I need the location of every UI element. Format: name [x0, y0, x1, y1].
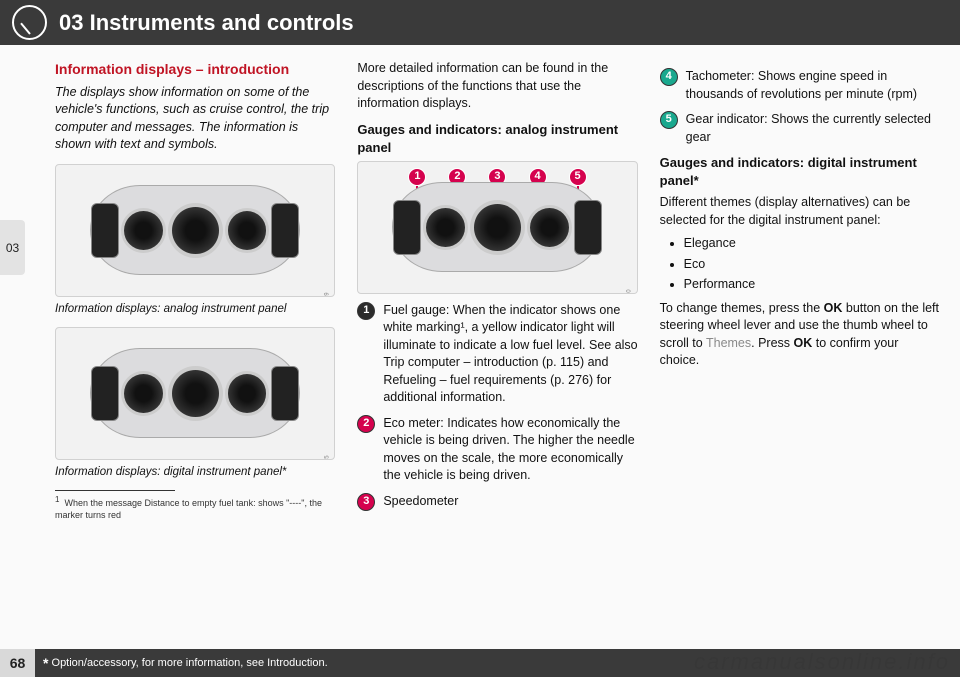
column-1: Information displays – introduction The …: [55, 60, 335, 637]
footnote-text: When the message Distance to empty fuel …: [55, 498, 322, 521]
image-code: G048005: [323, 456, 331, 460]
item-number-2: 2: [357, 415, 375, 433]
item-4: 4 Tachometer: Shows engine speed in thou…: [660, 68, 940, 103]
figure-digital-panel: G048005: [55, 327, 335, 460]
page-header: 03 Instruments and controls: [0, 0, 960, 45]
theme-list: Elegance Eco Performance: [660, 235, 940, 294]
watermark: carmanualsonline.info: [694, 649, 950, 675]
image-code: G047879: [323, 293, 331, 297]
image-code: G047880: [625, 290, 633, 294]
item-text-1: Fuel gauge: When the indicator shows one…: [383, 302, 637, 407]
item-number-4: 4: [660, 68, 678, 86]
column-2: More detailed information can be found i…: [357, 60, 637, 637]
list-item: Performance: [684, 276, 940, 294]
chapter-tab: 03: [0, 220, 25, 275]
footnote-rule: [55, 490, 175, 491]
item-text-4: Tachometer: Shows engine speed in thousa…: [686, 68, 940, 103]
themes-link: Themes: [706, 336, 751, 350]
paragraph: Different themes (display alternatives) …: [660, 194, 940, 229]
column-3: 4 Tachometer: Shows engine speed in thou…: [660, 60, 940, 637]
figure-analog-panel: G047879: [55, 164, 335, 297]
section-heading: Information displays – introduction: [55, 60, 335, 80]
gauge-icon: [12, 5, 47, 40]
subheading: Gauges and indicators: digital instrumen…: [660, 154, 940, 190]
figure-caption: Information displays: analog instrument …: [55, 301, 335, 317]
figure-caption: Information displays: digital instrument…: [55, 464, 335, 480]
item-text-3: Speedometer: [383, 493, 637, 511]
item-text-5: Gear indicator: Shows the currently sele…: [686, 111, 940, 146]
instrument-cluster-analog: [90, 185, 300, 275]
item-number-3: 3: [357, 493, 375, 511]
item-1: 1 Fuel gauge: When the indicator shows o…: [357, 302, 637, 407]
footnote: 1 When the message Distance to empty fue…: [55, 494, 335, 522]
instrument-cluster-analog-labeled: [392, 182, 602, 272]
page-content: Information displays – introduction The …: [55, 60, 940, 637]
page-number: 68: [0, 649, 35, 677]
item-number-5: 5: [660, 111, 678, 129]
item-3: 3 Speedometer: [357, 493, 637, 511]
list-item: Eco: [684, 256, 940, 274]
paragraph: To change themes, press the OK button on…: [660, 300, 940, 370]
paragraph: More detailed information can be found i…: [357, 60, 637, 113]
figure-analog-labeled: 1 2 3 4 5 G047880: [357, 161, 637, 294]
item-5: 5 Gear indicator: Shows the currently se…: [660, 111, 940, 146]
instrument-cluster-digital: [90, 348, 300, 438]
subheading: Gauges and indicators: analog instrument…: [357, 121, 637, 157]
footer-note: * Option/accessory, for more information…: [35, 655, 328, 671]
list-item: Elegance: [684, 235, 940, 253]
item-2: 2 Eco meter: Indicates how economically …: [357, 415, 637, 485]
header-title: 03 Instruments and controls: [59, 10, 354, 36]
item-text-2: Eco meter: Indicates how economically th…: [383, 415, 637, 485]
intro-text: The displays show information on some of…: [55, 84, 335, 154]
item-number-1: 1: [357, 302, 375, 320]
